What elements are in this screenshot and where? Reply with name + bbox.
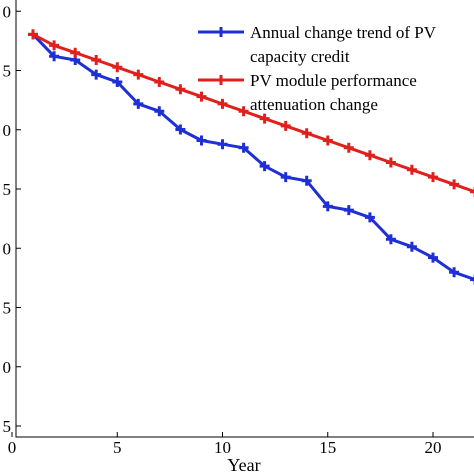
data-point-marker [91,69,102,80]
x-axis: 0 5 10 15 20 [8,432,442,457]
data-point-marker [470,274,474,285]
legend-marker [216,75,226,85]
y-axis: 5 0 5 0 5 0 5 0 [3,2,21,436]
y-tick-label: 0 [3,2,12,21]
legend: Annual change trend of PV capacity credit… [198,23,437,114]
data-point-marker [301,175,312,186]
series-line [31,33,474,281]
y-tick-label: 0 [3,121,12,140]
data-point-marker [196,91,207,102]
y-tick-label: 0 [3,358,12,377]
data-point-marker [364,150,375,161]
data-point-marker [343,142,354,153]
x-tick-label: 20 [425,438,442,457]
x-tick-label: 15 [319,438,336,457]
data-point-marker [385,157,396,168]
data-point-marker [406,164,417,175]
data-point-marker [175,84,186,95]
data-point-marker [217,139,228,150]
data-point-marker [28,29,38,40]
x-tick-label: 0 [8,438,17,457]
data-point-marker [470,186,474,197]
y-tick-label: 5 [3,417,12,436]
data-point-marker [238,106,249,117]
data-point-marker [49,51,60,62]
data-point-marker [343,205,354,216]
data-point-marker [133,69,144,80]
data-point-marker [49,40,60,51]
x-tick-label: 5 [113,438,122,457]
legend-label: capacity credit [250,47,350,66]
data-point-marker [217,98,228,109]
data-point-marker [428,252,438,263]
legend-label: PV module performance [250,71,417,90]
data-point-marker [112,77,123,87]
series-layer [28,29,474,285]
legend-label: attenuation change [250,95,378,114]
y-tick-label: 5 [3,180,12,199]
data-point-marker [322,201,333,212]
data-point-marker [259,113,270,124]
data-point-marker [280,120,291,131]
data-point-marker [406,241,417,252]
legend-marker [216,27,226,37]
data-point-marker [133,98,144,109]
data-point-marker [280,172,291,183]
legend-label: Annual change trend of PV [250,23,437,42]
y-tick-label: 5 [3,62,12,81]
y-tick-label: 5 [3,299,12,318]
data-point-marker [428,172,438,183]
series-line [32,33,474,194]
data-point-marker [196,135,207,146]
x-tick-label: 10 [214,438,231,457]
data-point-marker [301,128,312,139]
x-axis-label: Year [227,455,260,474]
data-point-marker [112,62,123,73]
data-point-marker [91,55,102,65]
data-point-marker [259,161,270,172]
data-point-marker [70,47,81,58]
data-point-marker [154,77,165,87]
y-tick-label: 0 [3,239,12,258]
data-point-marker [175,124,186,135]
data-point-marker [449,267,460,278]
data-point-marker [154,106,165,117]
data-point-marker [385,234,396,245]
data-point-marker [364,212,375,223]
data-point-marker [238,142,249,153]
data-point-marker [322,135,333,146]
data-point-marker [449,179,460,190]
